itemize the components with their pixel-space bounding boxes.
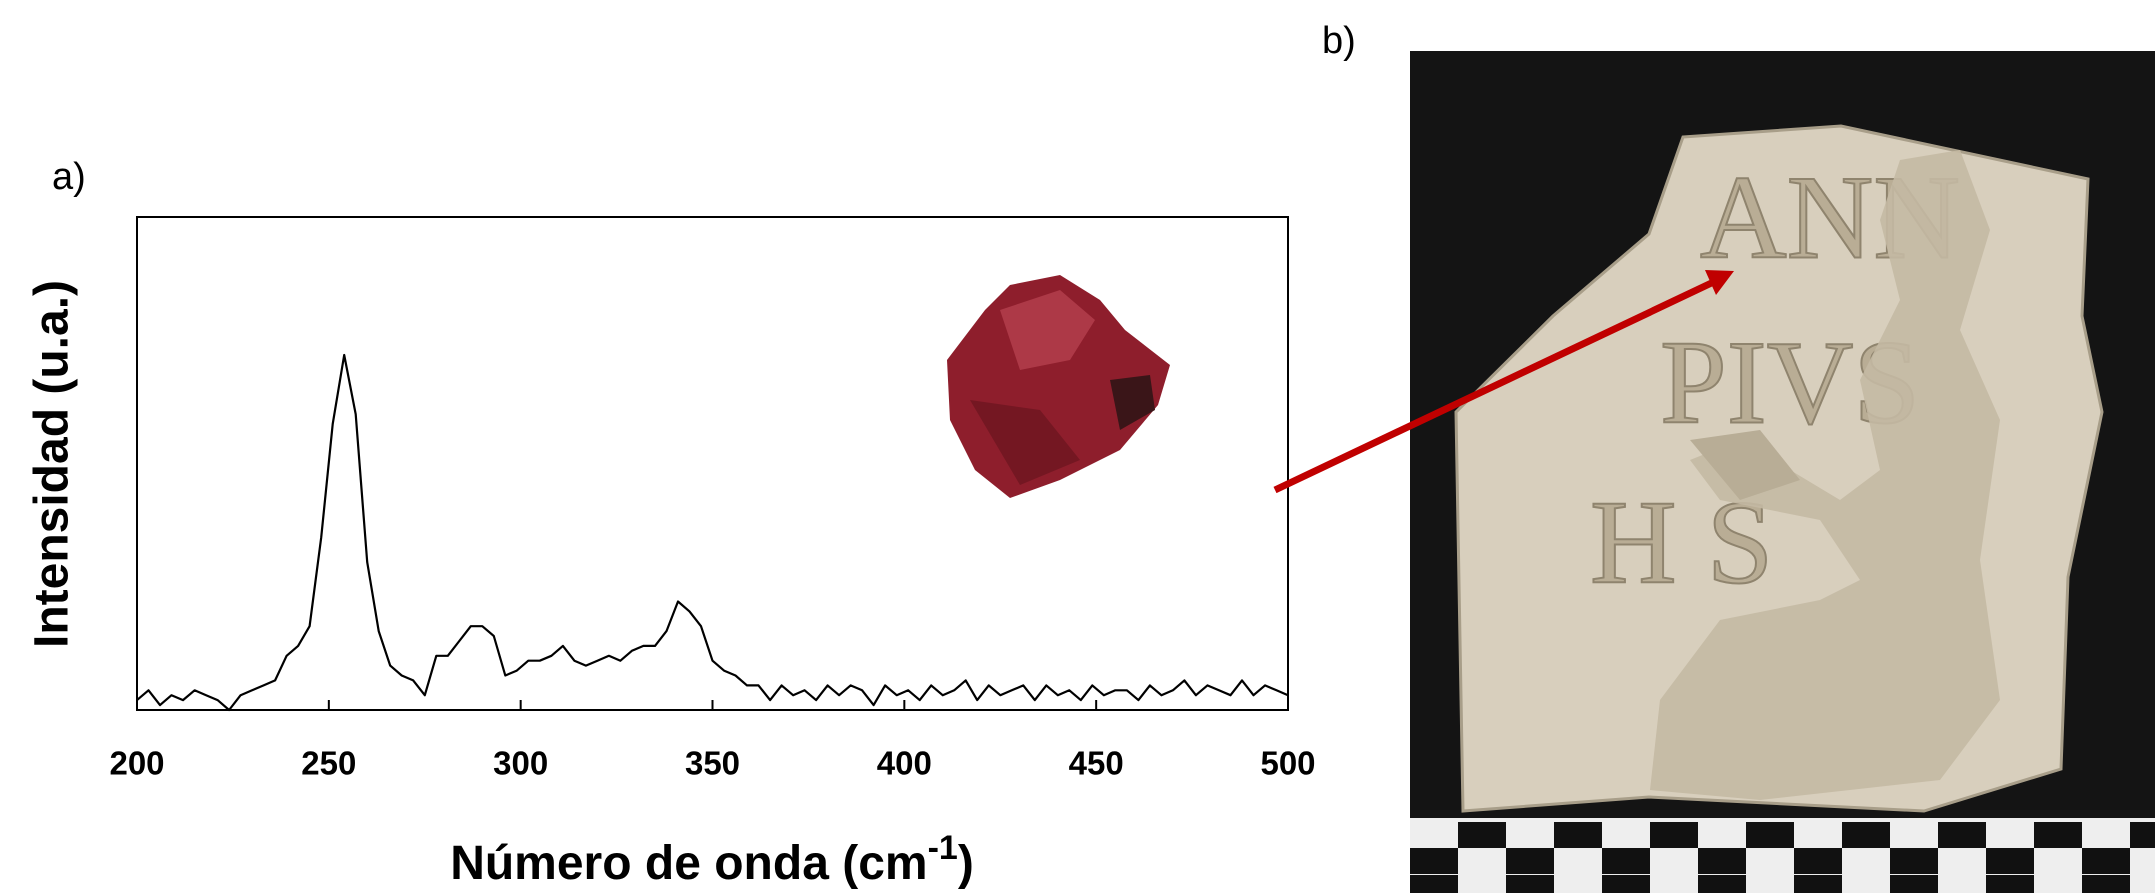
figure: a) b) Intensidad (u.a.) Número de onda (… bbox=[0, 0, 2155, 893]
ruler-square bbox=[1746, 875, 1794, 893]
x-label-text: Número de onda (cm bbox=[450, 837, 927, 890]
x-tick-label: 300 bbox=[493, 745, 548, 782]
ruler-square bbox=[1842, 822, 1890, 848]
x-tick-label: 200 bbox=[109, 745, 164, 782]
ruler-square bbox=[2082, 848, 2130, 874]
ruler-square bbox=[1698, 848, 1746, 874]
ruler-square bbox=[1650, 875, 1698, 893]
x-tick-label: 250 bbox=[301, 745, 356, 782]
ruler-square bbox=[1938, 875, 1986, 893]
ruler-square bbox=[2130, 875, 2155, 893]
crystal-image bbox=[947, 275, 1170, 498]
ruler-square bbox=[1458, 822, 1506, 848]
panel-label: a) bbox=[52, 156, 86, 198]
ruler-square bbox=[1794, 848, 1842, 874]
x-tick-label: 350 bbox=[685, 745, 740, 782]
panel-label: b) bbox=[1322, 20, 1356, 62]
ruler-square bbox=[1794, 875, 1842, 893]
x-label-end: ) bbox=[958, 837, 974, 890]
ruler-square bbox=[1986, 848, 2034, 874]
ruler-square bbox=[1410, 848, 1458, 874]
ruler-square bbox=[1698, 875, 1746, 893]
ruler-square bbox=[1506, 848, 1554, 874]
ruler-square bbox=[1746, 822, 1794, 848]
ruler-square bbox=[1890, 848, 1938, 874]
ruler-square bbox=[1554, 822, 1602, 848]
ruler-square bbox=[1986, 875, 2034, 893]
ruler-square bbox=[1602, 848, 1650, 874]
ruler-square bbox=[1602, 875, 1650, 893]
ruler-square bbox=[2034, 822, 2082, 848]
x-axis-label: Número de onda (cm-1) bbox=[450, 829, 974, 890]
ruler-square bbox=[1506, 875, 1554, 893]
x-label-sup: -1 bbox=[928, 829, 958, 867]
ruler-square bbox=[2130, 822, 2155, 848]
x-tick-label: 500 bbox=[1260, 745, 1315, 782]
ruler-square bbox=[1890, 875, 1938, 893]
photo: ANN PIVS H S bbox=[1410, 51, 2155, 893]
ruler-square bbox=[1554, 875, 1602, 893]
x-tick-label: 450 bbox=[1069, 745, 1124, 782]
ruler-square bbox=[1842, 875, 1890, 893]
ruler-square bbox=[1938, 822, 1986, 848]
ruler-square bbox=[1410, 875, 1458, 893]
ruler-square bbox=[2034, 875, 2082, 893]
ruler-square bbox=[2082, 875, 2130, 893]
ruler-square bbox=[1650, 822, 1698, 848]
x-tick-label: 400 bbox=[877, 745, 932, 782]
plot-frame bbox=[137, 217, 1288, 710]
ruler-square bbox=[1458, 875, 1506, 893]
y-axis-label: Intensidad (u.a.) bbox=[26, 280, 79, 648]
